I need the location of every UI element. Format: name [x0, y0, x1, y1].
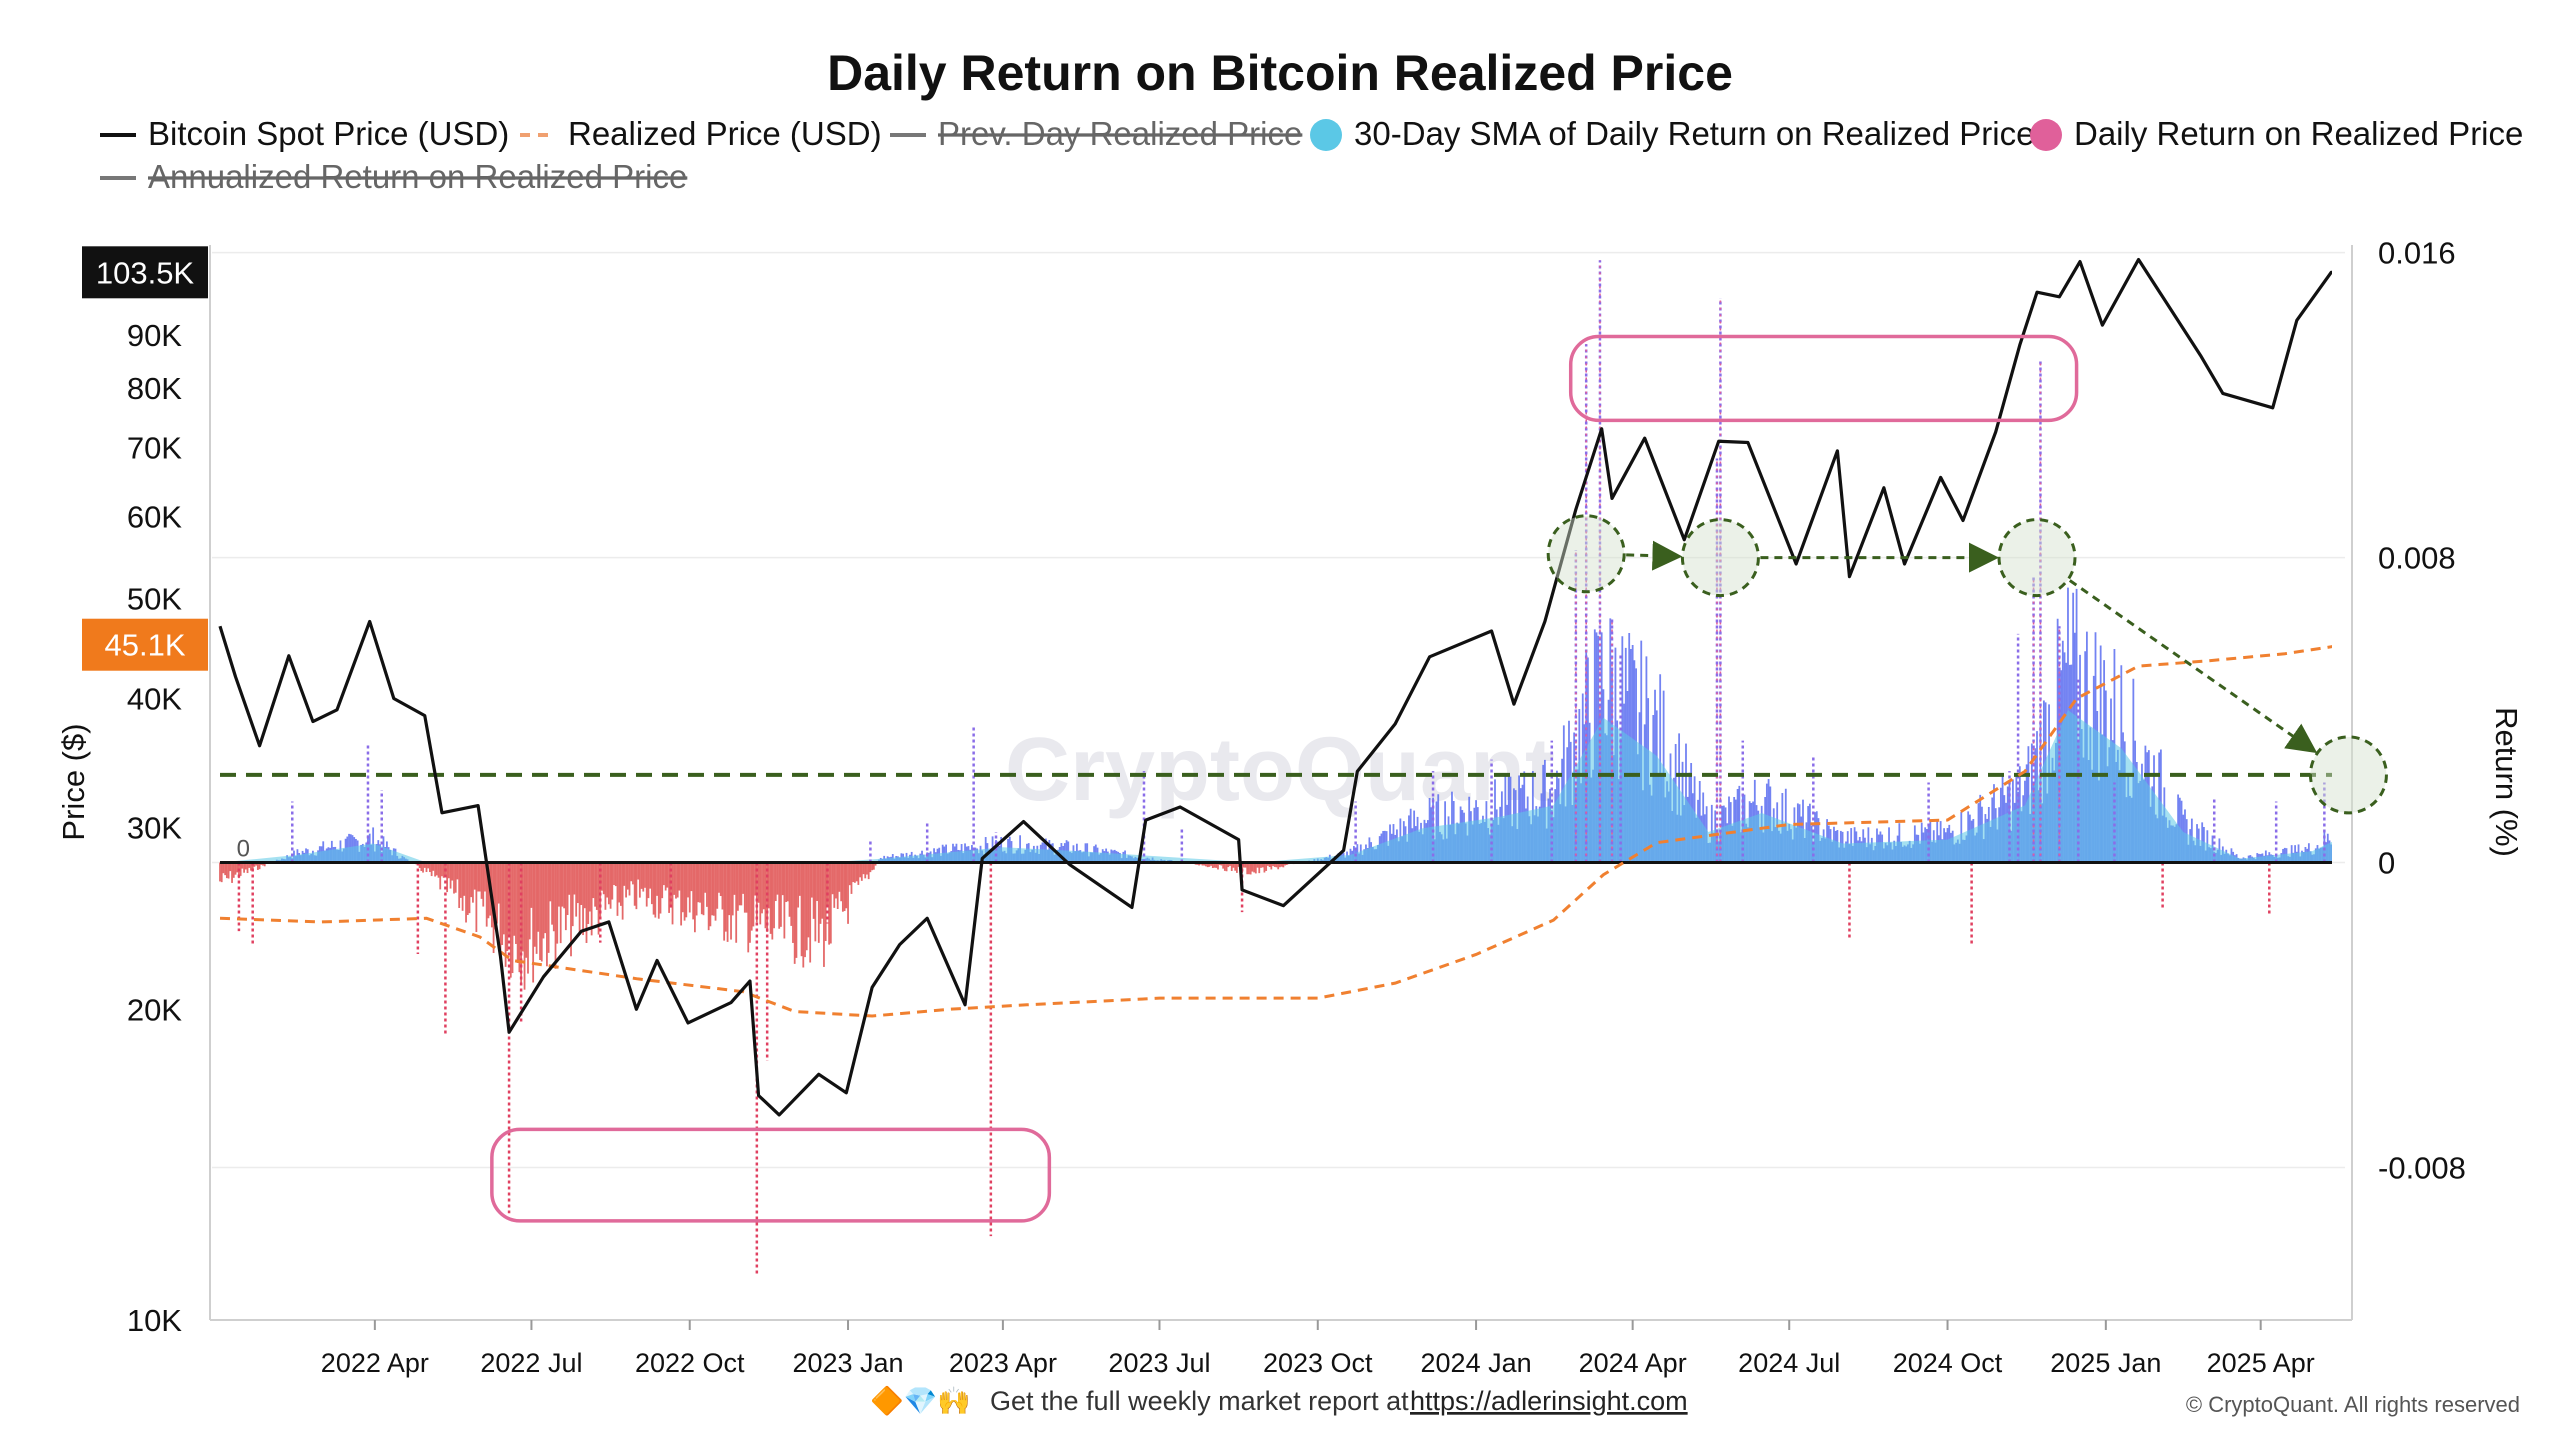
legend-label: 30-Day SMA of Daily Return on Realized P… [1354, 115, 2034, 152]
left-zero-label: 0 [237, 836, 250, 863]
highlight-box [1568, 334, 2079, 423]
left-tick-label: 70K [127, 431, 182, 466]
x-tick-label: 2023 Jan [792, 1348, 903, 1378]
footer: 🔶💎🙌 Get the full weekly market report at… [870, 1385, 2520, 1417]
chart-legend: Bitcoin Spot Price (USD) Realized Price (… [100, 115, 2523, 195]
x-tick-label: 2022 Jul [480, 1348, 582, 1378]
plot-area [218, 257, 2332, 1275]
right-axis-title: Return (%) [2489, 707, 2524, 857]
legend-label: Prev. Day Realized Price [938, 115, 1302, 152]
x-tick-label: 2025 Jan [2050, 1348, 2161, 1378]
trend-arrow [2068, 579, 2318, 754]
spot-price-badge: 103.5K [96, 255, 195, 290]
watermark: CryptoQuant [1005, 720, 1555, 820]
x-tick-label: 2025 Apr [2207, 1348, 2315, 1378]
left-tick-label: 20K [127, 992, 182, 1027]
price-badges: 103.5K 45.1K [82, 246, 208, 671]
footer-emoji: 🔶💎🙌 [870, 1385, 971, 1416]
right-tick-label: 0.008 [2378, 541, 2456, 576]
spot-price-line [218, 257, 2332, 1117]
chart-title: Daily Return on Bitcoin Realized Price [827, 45, 1733, 101]
left-tick-label: 40K [127, 682, 182, 717]
left-tick-label: 80K [127, 371, 182, 406]
x-tick-label: 2023 Jul [1108, 1348, 1210, 1378]
realized-price-line [219, 645, 2332, 1018]
sma-area [220, 710, 2332, 863]
right-axis-ticks: -0.008 0 0.008 0.016 [2378, 236, 2466, 1186]
footer-text: Get the full weekly market report at [990, 1386, 1409, 1416]
x-axis-ticks: 2022 Apr 2022 Jul 2022 Oct 2023 Jan 2023 Apr… [321, 1320, 2315, 1378]
trend-arrow [1626, 540, 1683, 571]
realized-price-badge-bg [82, 618, 208, 671]
left-tick-label: 50K [127, 581, 182, 616]
x-tick-label: 2024 Jan [1421, 1348, 1532, 1378]
highlight-circle [1546, 514, 1626, 594]
highlight-box [490, 1127, 1052, 1223]
legend-item: Daily Return on Realized Price [2030, 115, 2523, 152]
legend-swatch-dot [1310, 119, 1342, 151]
x-tick-label: 2023 Oct [1263, 1348, 1373, 1378]
right-tick-label: 0 [2378, 846, 2395, 881]
left-tick-label: 90K [127, 318, 182, 353]
x-tick-label: 2023 Apr [949, 1348, 1057, 1378]
left-axis-ticks: 10K 20K 30K 40K 50K 60K 70K 80K 90K 0 [127, 318, 250, 1338]
legend-label: Annualized Return on Realized Price [148, 158, 687, 195]
highlight-circle [1680, 518, 1760, 598]
legend-swatch-dot [2030, 119, 2062, 151]
legend-item: Annualized Return on Realized Price [100, 158, 687, 195]
highlight-circle [1997, 518, 2077, 598]
x-tick-label: 2024 Oct [1893, 1348, 2003, 1378]
left-tick-label: 30K [127, 810, 182, 845]
left-tick-label: 10K [127, 1303, 182, 1338]
realized-price-badge: 45.1K [104, 628, 185, 663]
legend-item: Bitcoin Spot Price (USD) [100, 115, 509, 152]
chart-annotations [490, 334, 2388, 1223]
spot-price-badge-bg [82, 246, 208, 299]
legend-item: 30-Day SMA of Daily Return on Realized P… [1310, 115, 2034, 152]
right-tick-label: -0.008 [2378, 1151, 2466, 1186]
right-tick-label: 0.016 [2378, 236, 2456, 271]
x-tick-label: 2024 Apr [1579, 1348, 1687, 1378]
highlight-circle [2308, 735, 2388, 815]
legend-label: Realized Price (USD) [568, 115, 882, 152]
legend-item: Realized Price (USD) [520, 115, 882, 152]
footer-link[interactable]: https://adlerinsight.com [1410, 1386, 1688, 1416]
x-tick-label: 2022 Oct [635, 1348, 745, 1378]
legend-label: Daily Return on Realized Price [2074, 115, 2523, 152]
legend-label: Bitcoin Spot Price (USD) [148, 115, 509, 152]
left-tick-label: 60K [127, 500, 182, 535]
x-tick-label: 2024 Jul [1738, 1348, 1840, 1378]
grid-lines [212, 251, 2345, 1169]
legend-item: Prev. Day Realized Price [890, 115, 1302, 152]
copyright: © CryptoQuant. All rights reserved [2186, 1392, 2520, 1417]
left-axis-title: Price ($) [56, 723, 91, 840]
x-tick-label: 2022 Apr [321, 1348, 429, 1378]
